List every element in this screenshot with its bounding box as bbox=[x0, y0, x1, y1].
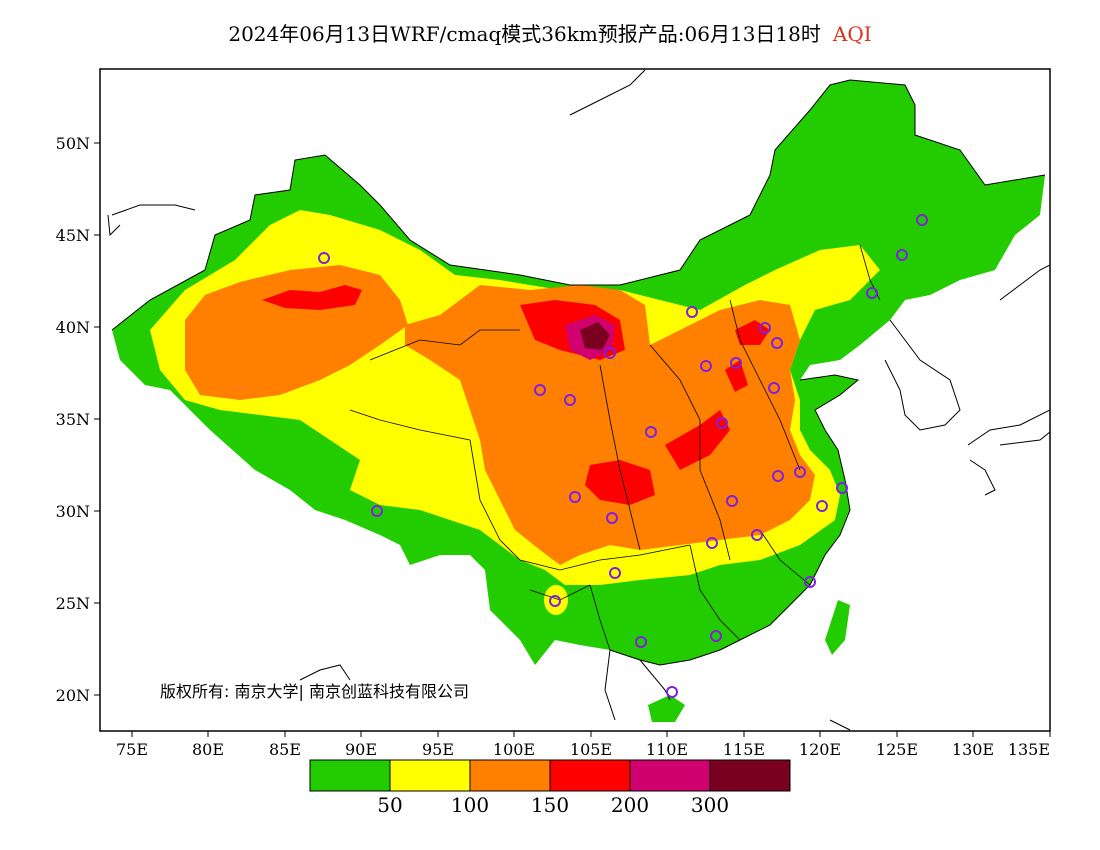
lon-tick-label: 90E bbox=[345, 740, 377, 759]
lon-tick-label: 135E bbox=[1008, 740, 1050, 759]
station-marker bbox=[706, 537, 718, 549]
station-marker bbox=[645, 426, 657, 438]
station-marker bbox=[866, 287, 878, 299]
station-marker bbox=[730, 357, 742, 369]
zone-red-hebei bbox=[725, 360, 748, 392]
lat-axis bbox=[94, 142, 100, 696]
lon-tick-label: 120E bbox=[799, 740, 841, 759]
station-marker bbox=[804, 576, 816, 588]
lat-tick-label: 25N bbox=[56, 594, 90, 613]
station-marker bbox=[716, 417, 728, 429]
lon-tick-label: 105E bbox=[570, 740, 612, 759]
lon-tick-label: 110E bbox=[646, 740, 688, 759]
legend-swatch bbox=[389, 759, 471, 792]
plot-frame bbox=[99, 68, 1051, 732]
lat-tick-label: 40N bbox=[56, 318, 90, 337]
legend-label: 300 bbox=[691, 793, 729, 817]
station-marker bbox=[635, 636, 647, 648]
legend-swatch bbox=[709, 759, 791, 792]
station-marker bbox=[768, 382, 780, 394]
lat-tick-label: 20N bbox=[56, 686, 90, 705]
lat-tick-label: 35N bbox=[56, 410, 90, 429]
station-marker bbox=[549, 595, 561, 607]
legend-label: 100 bbox=[451, 793, 489, 817]
station-marker bbox=[564, 394, 576, 406]
lon-axis bbox=[131, 731, 1051, 737]
legend-swatch bbox=[629, 759, 711, 792]
legend-colorbar bbox=[309, 759, 791, 792]
station-marker bbox=[759, 322, 771, 334]
aqi-field bbox=[107, 69, 1050, 731]
coastlines bbox=[107, 69, 1050, 731]
lon-tick-label: 80E bbox=[192, 740, 224, 759]
legend-swatch bbox=[469, 759, 551, 792]
lon-tick-label: 130E bbox=[952, 740, 994, 759]
station-marker bbox=[606, 512, 618, 524]
station-marker bbox=[700, 360, 712, 372]
station-marker bbox=[371, 505, 383, 517]
lon-tick-label: 125E bbox=[876, 740, 918, 759]
station-marker bbox=[666, 686, 678, 698]
zone-yellow-yunnan bbox=[544, 585, 568, 615]
lon-tick-label: 75E bbox=[116, 740, 148, 759]
zone-red-sichuan bbox=[585, 460, 655, 505]
station-marker bbox=[534, 384, 546, 396]
station-marker bbox=[836, 482, 848, 494]
legend-label: 150 bbox=[531, 793, 569, 817]
zone-darkred bbox=[580, 322, 610, 350]
map-title: 2024年06月13日WRF/cmaq模式36km预报产品:06月13日18时 A… bbox=[0, 18, 1100, 47]
station-marker bbox=[604, 347, 616, 359]
zone-red-xinjiang bbox=[262, 285, 362, 310]
legend-swatch bbox=[309, 759, 391, 792]
lat-tick-label: 50N bbox=[56, 134, 90, 153]
zone-red-henan bbox=[665, 410, 730, 470]
station-marker bbox=[816, 500, 828, 512]
lat-tick-label: 45N bbox=[56, 226, 90, 245]
station-marker bbox=[794, 466, 806, 478]
station-marker bbox=[710, 630, 722, 642]
lat-tick-label: 30N bbox=[56, 502, 90, 521]
zone-orange-central bbox=[405, 285, 815, 565]
station-marker bbox=[609, 567, 621, 579]
legend-label: 50 bbox=[377, 793, 402, 817]
lon-tick-label: 85E bbox=[269, 740, 301, 759]
lon-tick-label: 115E bbox=[723, 740, 765, 759]
lon-tick-label: 95E bbox=[422, 740, 454, 759]
taiwan-island bbox=[825, 600, 850, 655]
station-marker bbox=[916, 214, 928, 226]
station-marker bbox=[726, 495, 738, 507]
lon-tick-label: 100E bbox=[493, 740, 535, 759]
station-marker bbox=[686, 306, 698, 318]
legend-swatch bbox=[549, 759, 631, 792]
station-marker bbox=[318, 252, 330, 264]
hainan-island bbox=[648, 695, 685, 722]
station-marker bbox=[896, 249, 908, 261]
variable-label: AQI bbox=[832, 22, 872, 46]
station-marker bbox=[772, 470, 784, 482]
station-markers bbox=[318, 214, 928, 698]
legend-labels: 50 100 150 200 300 bbox=[377, 793, 729, 817]
copyright-text: 版权所有: 南京大学| 南京创蓝科技有限公司 bbox=[160, 682, 469, 701]
lat-labels: 50N 45N 40N 35N 30N 25N 20N bbox=[56, 134, 90, 705]
province-borders bbox=[349, 244, 881, 651]
station-marker bbox=[569, 491, 581, 503]
lon-labels: 75E 80E 85E 90E 95E 100E 105E 110E 115E … bbox=[116, 740, 1050, 759]
station-marker bbox=[771, 337, 783, 349]
legend-label: 200 bbox=[611, 793, 649, 817]
title-text: 2024年06月13日WRF/cmaq模式36km预报产品:06月13日18时 bbox=[228, 22, 821, 46]
station-marker bbox=[751, 529, 763, 541]
